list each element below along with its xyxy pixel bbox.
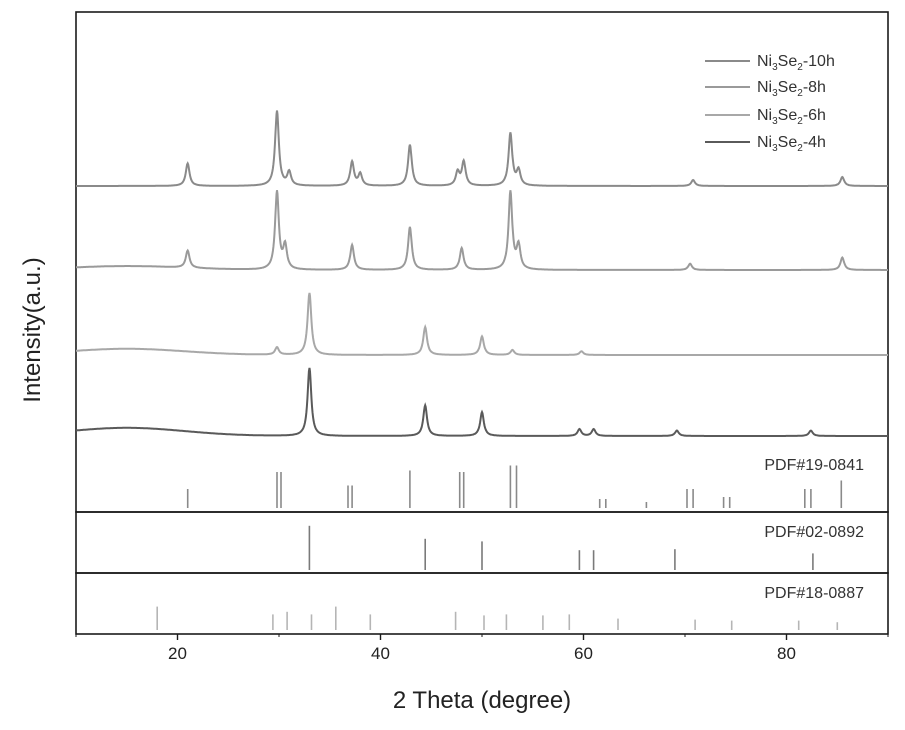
legend-label: Ni3Se2-6h — [757, 107, 826, 127]
x-tick-label: 80 — [777, 644, 796, 663]
plot-layer: PDF#19-0841 PDF#02-0892 PDF#18-0887 — [76, 12, 888, 634]
legend: Ni3Se2-10h Ni3Se2-8h Ni3Se2-6h Ni3Se2-4h — [705, 53, 835, 154]
reference-label: PDF#18-0887 — [764, 585, 864, 602]
reference-label: PDF#19-0841 — [764, 457, 864, 474]
pattern-line-6h — [76, 293, 888, 355]
reference-label: PDF#02-0892 — [764, 524, 864, 541]
legend-label: Ni3Se2-10h — [757, 53, 835, 73]
x-axis: 20 40 60 80 — [76, 634, 888, 663]
legend-label: Ni3Se2-8h — [757, 79, 826, 99]
pattern-line-8h — [76, 190, 888, 270]
x-tick-label: 60 — [574, 644, 593, 663]
legend-label: Ni3Se2-4h — [757, 134, 826, 154]
x-axis-title: 2 Theta (degree) — [393, 687, 571, 714]
reference-panel-3-frame — [76, 573, 888, 634]
pattern-line-4h — [76, 368, 888, 436]
x-tick-label: 20 — [168, 644, 187, 663]
y-axis-title: Intensity(a.u.) — [19, 257, 46, 402]
x-tick-label: 40 — [371, 644, 390, 663]
